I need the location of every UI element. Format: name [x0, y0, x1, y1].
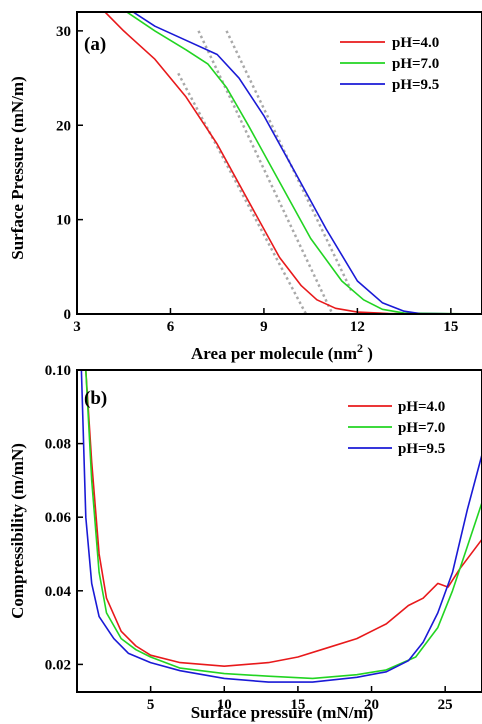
tick-group: 3 6 9 12 15 0 10 20 30	[56, 24, 458, 335]
panel-label: (a)	[84, 34, 106, 55]
panel-b: 5 10 15 20 25 0.02 0.04 0.06 0.08 0.10 (b) pH=4.0…	[8, 363, 482, 722]
y-tick-label: 20	[56, 118, 71, 134]
x-tick-label: 15	[443, 319, 458, 335]
x-tick-label: 10	[217, 697, 232, 713]
series-line-ph-7-0	[126, 12, 482, 314]
legend-label: pH=4.0	[392, 35, 439, 51]
fit-guide-line	[177, 72, 308, 314]
legend-label: pH=4.0	[398, 399, 445, 415]
series-line-ph-7-0	[85, 370, 482, 680]
y-tick-label: 0.08	[45, 437, 71, 453]
fit-guide-line	[197, 30, 334, 314]
x-tick-label: 3	[73, 319, 81, 335]
y-tick-label: 0.02	[45, 657, 71, 673]
series-line-ph-4-0	[85, 370, 482, 667]
tick-group: 5 10 15 20 25 0.02 0.04 0.06 0.08 0.10	[45, 363, 453, 713]
y-tick-label: 30	[56, 24, 71, 40]
y-tick-label: 0	[64, 307, 72, 323]
y-tick-label: 0.10	[45, 363, 71, 379]
legend-label: pH=7.0	[398, 420, 445, 436]
legend-label: pH=9.5	[392, 77, 439, 93]
series-group	[80, 370, 482, 683]
y-tick-label: 10	[56, 213, 71, 229]
x-tick-label: 9	[260, 319, 268, 335]
plot-frame	[76, 369, 482, 693]
panel-a: 3 6 9 12 15 0 10 20 30 (a) pH=4.0 pH=7.0 pH=9.5 Ar…	[8, 11, 482, 363]
y-tick-label: 0.04	[45, 584, 72, 600]
plot-frame	[76, 11, 482, 315]
y-axis-title: Surface Pressure (mN/m)	[8, 76, 27, 260]
guide-lines	[177, 30, 353, 314]
series-line-ph-9-5	[80, 370, 482, 683]
x-axis-title: Area per molecule (nm2 )	[191, 341, 373, 363]
x-tick-label: 5	[147, 697, 155, 713]
legend: pH=4.0 pH=7.0 pH=9.5	[348, 399, 445, 457]
legend-label: pH=9.5	[398, 441, 445, 457]
legend: pH=4.0 pH=7.0 pH=9.5	[340, 35, 439, 93]
x-tick-label: 20	[364, 697, 379, 713]
series-line-ph-9-5	[132, 12, 482, 314]
y-tick-label: 0.06	[45, 510, 72, 526]
x-tick-label: 25	[438, 697, 453, 713]
x-tick-label: 6	[167, 319, 175, 335]
legend-label: pH=7.0	[392, 56, 439, 72]
panel-label: (b)	[84, 388, 107, 409]
x-tick-label: 12	[350, 319, 365, 335]
y-axis-title: Compressibility (m/mN)	[8, 443, 27, 619]
x-tick-label: 15	[290, 697, 305, 713]
x-axis-title: Surface pressure (mN/m)	[191, 703, 374, 722]
